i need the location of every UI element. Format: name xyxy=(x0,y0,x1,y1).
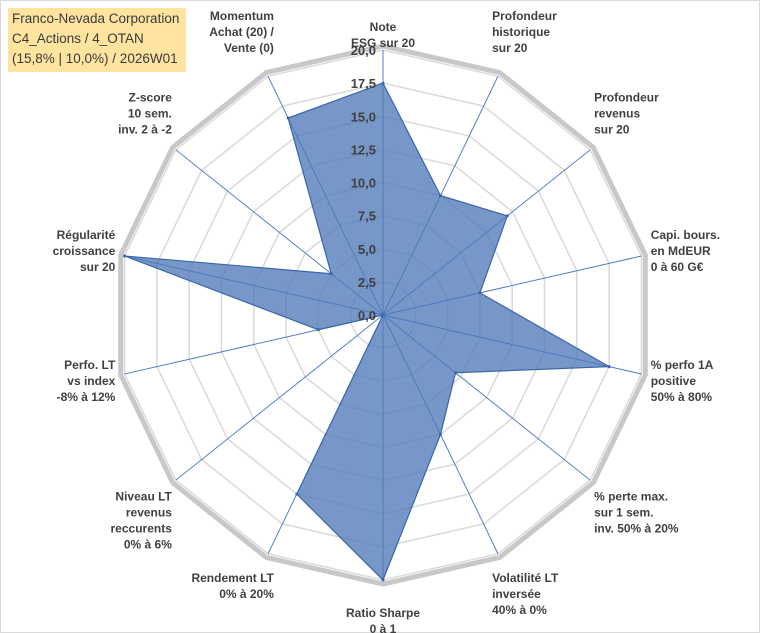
data-point xyxy=(454,371,457,375)
tick-label: 17,5 xyxy=(351,76,376,91)
axis-label-line: Z-score xyxy=(129,90,173,104)
tick-label: 20,0 xyxy=(351,43,376,58)
axis-label-line: Ratio Sharpe xyxy=(346,606,420,620)
axis-label: Régularité croissance sur 20 xyxy=(53,228,116,274)
data-point xyxy=(381,81,385,85)
tick-label: 15,0 xyxy=(351,109,376,124)
axis-label-line: inv. 50% à 20% xyxy=(594,522,679,536)
data-point xyxy=(478,291,482,295)
axis-label-line: revenus xyxy=(126,506,172,520)
axis-label: Ratio Sharpe 0 à 1 xyxy=(346,606,420,633)
data-point xyxy=(316,328,320,332)
axis-label-line: croissance xyxy=(53,244,116,258)
axis-label-line: Profondeur xyxy=(594,90,659,104)
axis-label-line: % perte max. xyxy=(594,490,668,504)
axis-label-line: historique xyxy=(492,25,550,39)
axis-label-line: sur 20 xyxy=(594,122,630,136)
axis-label-line: 50% à 80% xyxy=(651,390,713,404)
axis-label-line: Niveau LT xyxy=(115,490,172,504)
axis-label-line: inv. 2 à -2 xyxy=(118,122,172,136)
chart-title-line-3: (15,8% | 10,0%) / 2026W01 xyxy=(12,51,178,66)
axis-label-line: Vente (0) xyxy=(224,41,274,55)
tick-label: 2,5 xyxy=(358,275,376,290)
axis-label: Capi. bours. en MdEUR 0 à 60 G€ xyxy=(651,228,720,274)
axis-label: Volatilité LT inversée 40% à 0% xyxy=(492,571,559,617)
axis-label-line: 0% à 20% xyxy=(219,587,274,601)
axis-label: Z-score 10 sem. inv. 2 à -2 xyxy=(118,90,172,136)
axis-label-line: sur 20 xyxy=(492,41,528,55)
data-point xyxy=(505,214,509,218)
axis-label-line: ESG sur 20 xyxy=(351,36,415,50)
axis-label-line: % perfo 1A xyxy=(651,358,714,372)
axis-label-line: Profondeur xyxy=(492,9,557,23)
axis-label-line: -8% à 12% xyxy=(57,390,116,404)
data-point xyxy=(329,272,333,276)
axis-label-line: Achat (20) / xyxy=(209,25,274,39)
axis-label-line: 10 sem. xyxy=(128,106,172,120)
axis-label-line: 0 à 60 G€ xyxy=(651,260,704,274)
chart-title-line-2: C4_Actions / 4_OTAN xyxy=(12,31,144,46)
axis-label-line: Note xyxy=(370,20,397,34)
tick-label: 0,0 xyxy=(358,308,376,323)
axis-label-line: sur 1 sem. xyxy=(594,506,653,520)
axis-label-line: sur 20 xyxy=(80,260,116,274)
axis-label-line: Volatilité LT xyxy=(492,571,559,585)
axis-label-line: 0% à 6% xyxy=(124,538,172,552)
axis-label-line: reccurents xyxy=(111,522,173,536)
axis-label: % perte max. sur 1 sem. inv. 50% à 20% xyxy=(594,490,679,536)
data-point xyxy=(439,432,442,436)
data-point xyxy=(439,194,442,198)
tick-label: 10,0 xyxy=(351,176,376,191)
axis-label: Perfo. LT vs index -8% à 12% xyxy=(57,358,116,404)
axis-label-line: revenus xyxy=(594,106,640,120)
chart-title-line-1: Franco-Nevada Corporation xyxy=(12,11,180,26)
axis-label-line: en MdEUR xyxy=(651,244,711,258)
tick-label: 7,5 xyxy=(358,209,376,224)
data-point xyxy=(286,116,290,120)
axis-label: Profondeur revenus sur 20 xyxy=(594,90,659,136)
axis-label: Note ESG sur 20 xyxy=(351,20,415,50)
axis-label-line: 40% à 0% xyxy=(492,603,547,617)
axis-label: Profondeur historique sur 20 xyxy=(492,9,557,55)
axis-label: Momentum Achat (20) / Vente (0) xyxy=(209,9,274,55)
axis-spoke xyxy=(175,314,384,481)
axis-label: Rendement LT 0% à 20% xyxy=(191,571,274,601)
axis-label-line: Perfo. LT xyxy=(64,358,116,372)
axis-label-line: positive xyxy=(651,374,697,388)
axis-label: Niveau LT revenus reccurents 0% à 6% xyxy=(111,490,173,552)
data-point xyxy=(381,313,385,317)
axis-label-line: inversée xyxy=(492,587,541,601)
tick-label: 12,5 xyxy=(351,142,376,157)
axis-label-line: vs index xyxy=(67,374,115,388)
axis-label-line: Rendement LT xyxy=(191,571,274,585)
axis-label-line: Régularité xyxy=(57,228,116,242)
tick-label: 5,0 xyxy=(358,242,376,257)
data-point xyxy=(381,578,385,582)
data-point xyxy=(295,492,299,496)
data-point xyxy=(607,365,611,369)
data-point xyxy=(123,254,127,258)
grid-outer-ring xyxy=(118,43,648,587)
axis-label: % perfo 1A positive 50% à 80% xyxy=(651,358,714,404)
chart-title-box: Franco-Nevada Corporation C4_Actions / 4… xyxy=(8,8,186,72)
axis-label-line: 0 à 1 xyxy=(370,622,397,633)
axis-label-line: Capi. bours. xyxy=(651,228,720,242)
axis-label-line: Momentum xyxy=(210,9,274,23)
